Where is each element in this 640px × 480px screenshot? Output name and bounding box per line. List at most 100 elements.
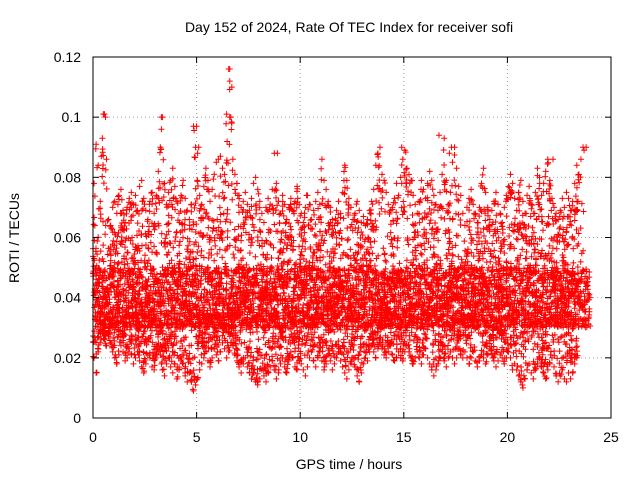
data-point: [130, 254, 137, 261]
data-point: [200, 183, 207, 190]
data-point: [211, 257, 218, 264]
data-point: [158, 230, 165, 237]
data-point: [343, 177, 350, 184]
data-point: [338, 235, 345, 242]
data-point: [96, 257, 103, 264]
data-point: [140, 205, 147, 212]
data-point: [161, 372, 168, 379]
data-point: [268, 254, 275, 261]
data-point: [118, 196, 125, 203]
data-point: [114, 250, 121, 257]
data-point: [304, 363, 311, 370]
data-point: [138, 321, 145, 328]
data-point: [169, 165, 176, 172]
data-point: [231, 254, 238, 261]
data-point: [123, 256, 130, 263]
data-point: [207, 363, 214, 370]
data-point: [134, 315, 141, 322]
data-point: [149, 189, 156, 196]
data-point: [158, 290, 165, 297]
data-point: [148, 231, 155, 238]
data-point: [225, 182, 232, 189]
data-point: [134, 220, 141, 227]
data-point: [111, 354, 118, 361]
data-point: [229, 156, 236, 163]
data-point: [158, 360, 165, 367]
data-point: [153, 314, 160, 321]
data-point: [142, 360, 149, 367]
data-point: [371, 238, 378, 245]
data-point: [132, 354, 139, 361]
data-point: [135, 259, 142, 266]
data-point: [105, 291, 112, 298]
data-point: [403, 165, 410, 172]
data-point: [100, 180, 107, 187]
data-point: [159, 366, 166, 373]
data-point: [160, 156, 167, 163]
data-point: [379, 171, 386, 178]
data-point: [393, 209, 400, 216]
data-point: [97, 211, 104, 218]
data-point: [321, 177, 328, 184]
data-point: [391, 195, 398, 202]
data-point: [405, 241, 412, 248]
data-point: [367, 206, 374, 213]
data-point: [276, 219, 283, 226]
data-point: [370, 186, 377, 193]
data-point: [97, 198, 104, 205]
data-point: [155, 222, 162, 229]
data-point: [127, 271, 134, 278]
data-point: [188, 327, 195, 334]
data-point: [302, 372, 309, 379]
data-point: [399, 156, 406, 163]
data-point: [115, 351, 122, 358]
data-point: [157, 144, 164, 151]
data-point: [92, 267, 99, 274]
data-point: [149, 195, 156, 202]
data-point: [102, 268, 109, 275]
data-point: [340, 215, 347, 222]
data-point: [134, 232, 140, 239]
data-point: [164, 265, 171, 272]
data-point: [96, 266, 103, 273]
data-point: [107, 257, 114, 264]
data-point: [400, 198, 407, 205]
data-point: [154, 251, 161, 258]
data-point: [126, 265, 133, 272]
data-point: [107, 222, 114, 229]
data-point: [116, 309, 123, 316]
data-point: [182, 255, 189, 262]
data-point: [115, 193, 122, 200]
data-points: [90, 66, 594, 394]
data-point: [98, 153, 105, 160]
data-point: [122, 219, 129, 226]
data-point: [91, 214, 98, 221]
data-point: [345, 366, 352, 373]
data-point: [283, 219, 290, 226]
data-point: [142, 207, 149, 214]
data-point: [376, 144, 383, 151]
data-point: [168, 186, 175, 193]
data-point: [113, 238, 120, 245]
data-point: [169, 369, 176, 376]
data-point: [335, 198, 342, 205]
data-point: [143, 341, 150, 348]
data-point: [130, 260, 137, 267]
data-point: [387, 329, 394, 336]
data-point: [92, 245, 99, 252]
data-point: [110, 237, 117, 244]
data-point: [113, 245, 120, 252]
data-point: [168, 293, 175, 300]
data-point: [128, 189, 135, 196]
data-point: [139, 223, 146, 230]
data-point: [369, 201, 376, 208]
data-point: [102, 166, 109, 173]
data-point: [145, 338, 152, 345]
data-point: [161, 298, 168, 305]
data-point: [406, 336, 413, 343]
data-point: [145, 276, 152, 283]
data-point: [198, 247, 205, 254]
data-point: [134, 298, 141, 305]
data-point: [314, 189, 321, 196]
data-point: [91, 180, 98, 187]
